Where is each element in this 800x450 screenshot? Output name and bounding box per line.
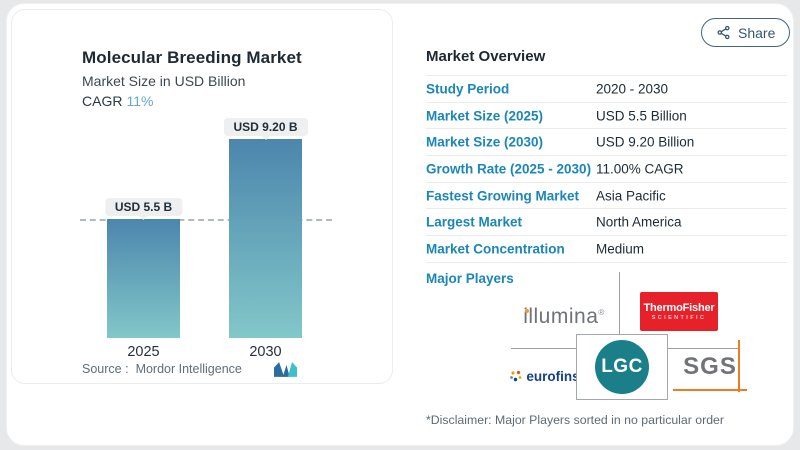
sgs-orange-vertical-mark — [738, 340, 740, 392]
source-row: Source : Mordor Intelligence — [82, 362, 242, 376]
overview-table-row: Market Size (2030) USD 9.20 Billion — [426, 129, 787, 157]
x-axis-tick-2030: 2030 — [249, 344, 282, 360]
bar-chart-plot: USD 5.5 B 2025 USD 9.20 B 2030 — [12, 10, 394, 385]
chart-cagr: CAGR 11% — [82, 93, 153, 109]
bar-2030 — [229, 139, 302, 338]
row-value: Medium — [596, 241, 645, 257]
chart-subtitle: Market Size in USD Billion — [82, 73, 246, 89]
row-value: 2020 - 2030 — [596, 81, 669, 97]
reference-dashed-line — [80, 219, 332, 222]
bar-value-label-2025: USD 5.5 B — [104, 198, 183, 217]
major-players-label: Major Players — [426, 271, 514, 286]
overview-title: Market Overview — [426, 48, 546, 65]
overview-table-row: Growth Rate (2025 - 2030) 11.00% CAGR — [426, 156, 787, 183]
illumina-reg-mark: ® — [598, 308, 605, 317]
source-label: Source : — [82, 362, 129, 376]
row-label: Growth Rate (2025 - 2030) — [426, 161, 592, 177]
lgc-wordmark: LGC — [601, 356, 643, 377]
share-button-label: Share — [738, 24, 776, 41]
share-icon — [717, 25, 730, 40]
sgs-orange-underline — [673, 389, 747, 391]
cagr-value: 11% — [126, 93, 154, 109]
row-value: 11.00% CAGR — [596, 161, 684, 177]
player-logo-illumina: illumina® — [489, 305, 639, 329]
share-button[interactable]: Share — [701, 18, 791, 47]
player-logo-sgs: SGS — [655, 353, 765, 381]
main-card: Molecular Breeding Market Market Size in… — [6, 3, 794, 446]
overview-table-row: Study Period 2020 - 2030 — [426, 76, 787, 103]
row-value: North America — [596, 214, 682, 230]
lgc-circle-icon: LGC — [595, 340, 649, 394]
row-label: Fastest Growing Market — [426, 188, 580, 204]
players-grid-horizontal-divider-left — [511, 348, 577, 349]
row-value: Asia Pacific — [596, 188, 666, 204]
illumina-wordmark: illumina — [523, 305, 599, 328]
mordor-intelligence-logo-icon — [274, 362, 298, 377]
bar-value-label-2030: USD 9.20 B — [223, 118, 308, 136]
bar-2025 — [107, 219, 180, 338]
row-value: USD 5.5 Billion — [596, 108, 687, 124]
overview-table-row: Fastest Growing Market Asia Pacific — [426, 183, 787, 210]
players-grid-horizontal-divider-right — [667, 348, 740, 349]
eurofins-wordmark: eurofins — [526, 369, 580, 384]
row-value: USD 9.20 Billion — [596, 134, 695, 150]
player-logo-thermo-fisher: ThermoFisher SCIENTIFIC — [640, 292, 718, 331]
chart-card: Molecular Breeding Market Market Size in… — [11, 9, 393, 384]
player-logo-lgc: LGC — [576, 334, 668, 400]
sgs-wordmark: SGS — [683, 353, 737, 380]
cagr-label: CAGR — [82, 93, 123, 109]
source-name: Mordor Intelligence — [135, 362, 242, 376]
row-label: Largest Market — [426, 214, 523, 230]
thermo-fisher-scientific-text: SCIENTIFIC — [651, 315, 707, 321]
eurofins-pinwheel-icon — [510, 370, 522, 382]
row-label: Study Period — [426, 81, 510, 97]
overview-table: Study Period 2020 - 2030 Market Size (2025… — [426, 75, 787, 263]
overview-table-row: Largest Market North America — [426, 209, 787, 237]
row-label: Market Concentration — [426, 241, 565, 257]
disclaimer-text: *Disclaimer: Major Players sorted in no … — [426, 413, 724, 427]
thermo-fisher-wordmark: ThermoFisher — [643, 302, 715, 314]
players-grid-vertical-divider — [619, 272, 620, 336]
overview-table-row: Market Size (2025) USD 5.5 Billion — [426, 103, 787, 130]
player-logo-eurofins: eurofins — [475, 369, 615, 384]
overview-table-row: Market Concentration Medium — [426, 236, 787, 263]
chart-title: Molecular Breeding Market — [82, 48, 302, 67]
row-label: Market Size (2030) — [426, 134, 544, 150]
x-axis-tick-2025: 2025 — [127, 344, 160, 360]
row-label: Market Size (2025) — [426, 108, 544, 124]
